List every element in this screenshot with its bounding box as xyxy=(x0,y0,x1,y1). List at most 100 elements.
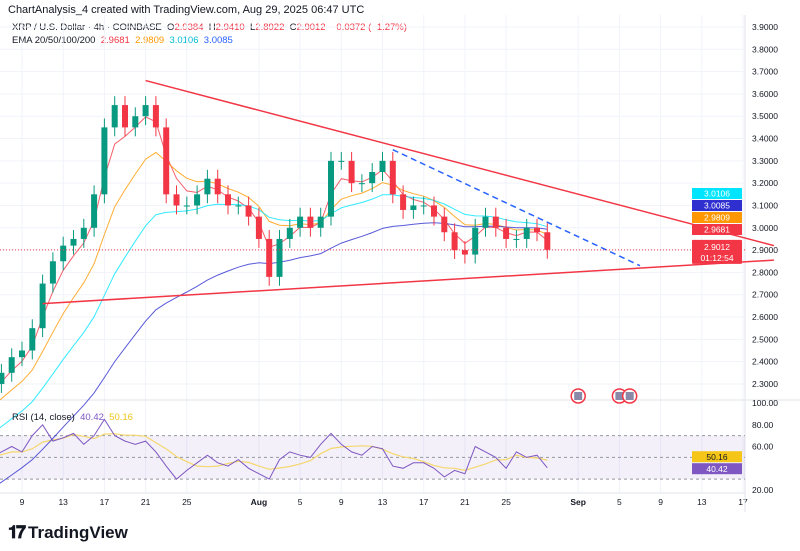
us-flag-icon xyxy=(621,388,638,404)
lower-trendline xyxy=(42,259,774,305)
candle xyxy=(204,178,211,195)
price-tick-label: 3.5000 xyxy=(752,111,778,121)
time-tick-label: Aug xyxy=(251,497,268,507)
last-price-label-bg xyxy=(692,239,742,264)
ema20-value: 2.9681 xyxy=(100,35,130,46)
time-tick-label: 21 xyxy=(460,497,470,507)
price-tick-label: 2.9000 xyxy=(752,245,778,255)
candle xyxy=(369,172,376,184)
candle xyxy=(276,238,283,277)
price-tick-label: 2.7000 xyxy=(752,290,778,300)
price-tick-label: 3.0000 xyxy=(752,223,778,233)
candle xyxy=(111,105,118,128)
candle xyxy=(122,105,128,128)
flag-shape xyxy=(625,392,634,400)
candle xyxy=(358,183,365,185)
candle xyxy=(420,205,427,207)
ema200-value: 3.0085 xyxy=(203,35,233,46)
time-tick-label: 13 xyxy=(378,497,388,507)
price-tick-label: 2.4000 xyxy=(752,357,778,367)
rsi-tick-label: 80.00 xyxy=(752,420,774,430)
candle xyxy=(132,116,139,128)
time-tick-label: 5 xyxy=(298,497,303,507)
rsi-label: RSI (14, close) xyxy=(12,412,75,423)
time-tick-label: 21 xyxy=(141,497,151,507)
candle xyxy=(39,283,46,329)
candle xyxy=(29,328,36,351)
ema100-line xyxy=(0,194,548,429)
price-tick-label: 3.3000 xyxy=(752,156,778,166)
ema-price-label: 3.0085 xyxy=(704,201,730,211)
candle xyxy=(152,105,159,128)
candle xyxy=(286,227,293,239)
rsi-tick-label: 100.00 xyxy=(752,398,778,408)
us-flag-icon xyxy=(570,388,586,404)
time-tick-label: 9 xyxy=(339,497,344,507)
candle xyxy=(142,105,149,117)
price-tick-label: 2.5000 xyxy=(752,334,778,344)
time-tick-label: 17 xyxy=(100,497,110,507)
price-tick-label: 2.8000 xyxy=(752,267,778,277)
price-tick-label: 3.1000 xyxy=(752,200,778,210)
ema-price-label-bg xyxy=(692,212,742,223)
candle xyxy=(214,178,221,195)
rsi-value: 40.42 xyxy=(80,412,104,423)
candle xyxy=(451,232,458,251)
candle xyxy=(328,160,334,217)
candle xyxy=(482,216,489,228)
ema-price-label-bg xyxy=(692,224,742,235)
candle xyxy=(235,205,242,207)
chart-credit: ChartAnalysis_4 created with TradingView… xyxy=(8,4,365,16)
time-tick-label: 17 xyxy=(738,497,748,507)
candle xyxy=(0,372,5,384)
candle xyxy=(19,350,25,358)
candle xyxy=(492,216,499,228)
candle xyxy=(503,227,510,239)
tradingview-logo[interactable]: 𝟏𝟕 TradingView xyxy=(8,522,128,543)
ema-legend[interactable]: EMA 20/50/100/200 2.9681 2.9809 3.0106 3… xyxy=(12,35,233,46)
candle xyxy=(163,127,170,195)
candle xyxy=(49,261,56,284)
time-tick-label: 13 xyxy=(697,497,707,507)
dashed-resistance xyxy=(392,149,641,267)
candle xyxy=(173,194,180,206)
candle xyxy=(534,227,540,233)
candle xyxy=(225,194,231,206)
candle xyxy=(307,216,314,228)
candle xyxy=(523,227,530,239)
price-tick-label: 3.7000 xyxy=(752,67,778,77)
candle xyxy=(348,160,355,184)
logo-text: TradingView xyxy=(28,522,128,542)
rsi-label-bg xyxy=(692,463,742,475)
rsi-tick-label: 60.00 xyxy=(752,442,774,452)
candle xyxy=(472,227,479,255)
candle xyxy=(461,250,468,255)
rsi-ma-label: 50.16 xyxy=(706,452,728,462)
ema-price-label: 3.0106 xyxy=(704,189,730,199)
time-tick-label: 25 xyxy=(182,497,192,507)
price-tick-label: 3.8000 xyxy=(752,44,778,54)
candle xyxy=(70,238,77,246)
candle xyxy=(194,194,201,206)
candle xyxy=(317,216,324,228)
rsi-legend[interactable]: RSI (14, close) 40.42 50.16 xyxy=(12,412,133,423)
candle xyxy=(410,205,417,210)
candle xyxy=(266,238,273,277)
price-tick-label: 2.3000 xyxy=(752,379,778,389)
time-tick-label: 9 xyxy=(20,497,25,507)
candle xyxy=(513,238,520,240)
time-tick-label: 9 xyxy=(658,497,663,507)
candle xyxy=(441,216,448,233)
candle xyxy=(255,216,262,239)
candle xyxy=(389,160,396,195)
candle xyxy=(91,194,98,228)
time-tick-label: 17 xyxy=(419,497,429,507)
ema-price-label-bg xyxy=(692,188,742,199)
candle xyxy=(338,160,345,162)
upper-trendline xyxy=(145,79,775,247)
time-tick-label: 13 xyxy=(58,497,68,507)
candle xyxy=(379,160,386,173)
ema-price-label: 2.9681 xyxy=(704,225,730,235)
ema-price-label-bg xyxy=(692,200,742,211)
